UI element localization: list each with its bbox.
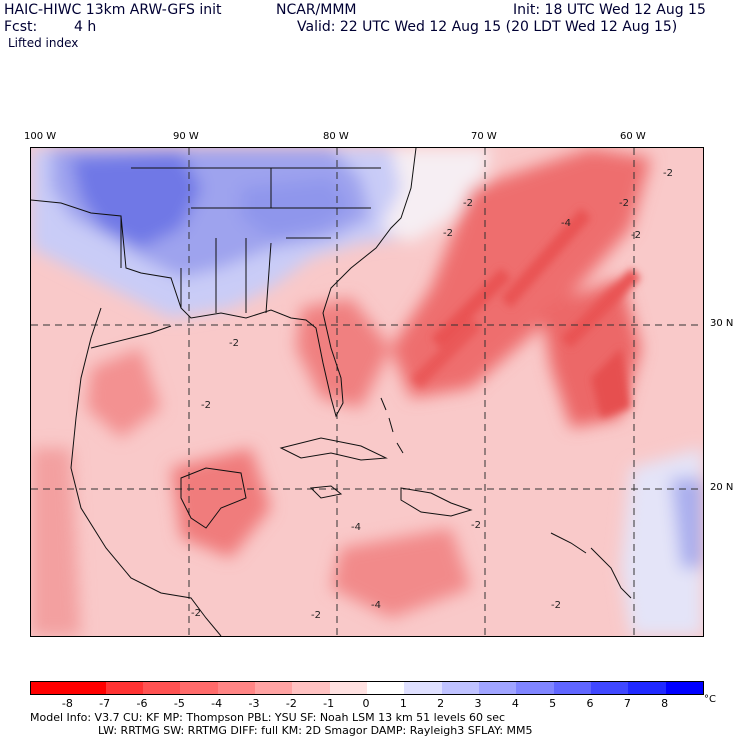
lon-label-60w: 60 W xyxy=(620,131,646,142)
contour-label: -2 xyxy=(663,168,673,179)
legend-tick-label: 5 xyxy=(549,697,557,710)
contour-label: -4 xyxy=(371,600,381,611)
legend-swatch xyxy=(516,682,555,694)
legend-swatch xyxy=(180,682,219,694)
contour-label: -2 xyxy=(631,230,641,241)
legend-tick-label: -6 xyxy=(136,697,148,710)
legend-tick-label: 3 xyxy=(474,697,482,710)
legend-swatch xyxy=(628,682,667,694)
model-info-line2: LW: RRTMG SW: RRTMG DIFF: full KM: 2D Sm… xyxy=(98,724,533,737)
legend-swatch xyxy=(367,682,405,694)
legend-swatch xyxy=(591,682,629,694)
legend-swatch xyxy=(292,682,331,694)
legend-swatch xyxy=(404,682,443,694)
legend-swatch xyxy=(329,682,368,694)
lon-label-100w: 100 W xyxy=(24,131,57,142)
streaks xyxy=(411,208,641,418)
contour-label: -2 xyxy=(619,198,629,209)
lat-lon-grid xyxy=(31,148,703,636)
legend-tick-label: -7 xyxy=(99,697,111,710)
contour-label: -2 xyxy=(311,610,321,621)
model-title: HAIC-HIWC 13km ARW-GFS init xyxy=(4,2,222,18)
legend-tick-label: -5 xyxy=(173,697,185,710)
legend-swatch xyxy=(255,682,293,694)
lon-label-80w: 80 W xyxy=(323,131,349,142)
fcst-label: Fcst: xyxy=(4,19,38,35)
contour-label: -4 xyxy=(351,522,361,533)
coastlines xyxy=(31,148,632,636)
legend-swatch xyxy=(553,682,592,694)
legend-tick-label: -1 xyxy=(323,697,335,710)
legend-tick-label: 4 xyxy=(511,697,519,710)
map-canvas: -2 -4 -2 -2 -2 -4 -2 -2 -2 -2 -2 -4 -2 -… xyxy=(31,148,703,636)
contour-label: -2 xyxy=(229,338,239,349)
legend-tick-label: 0 xyxy=(362,697,370,710)
legend-swatch xyxy=(479,682,517,694)
init-time: Init: 18 UTC Wed 12 Aug 15 xyxy=(513,2,706,18)
valid-time: Valid: 22 UTC Wed 12 Aug 15 (20 LDT Wed … xyxy=(297,19,678,35)
legend-swatch xyxy=(217,682,256,694)
legend-swatch xyxy=(31,682,69,694)
legend-tick-label: 2 xyxy=(437,697,445,710)
legend-tick-label: -2 xyxy=(285,697,297,710)
legend-tick-label: 8 xyxy=(661,697,669,710)
legend-tick-label: -8 xyxy=(61,697,73,710)
org-label: NCAR/MMM xyxy=(276,2,357,18)
field-name: Lifted index xyxy=(8,36,79,50)
contour-label: -2 xyxy=(551,600,561,611)
fcst-value: 4 h xyxy=(74,19,97,35)
lat-label-20n: 20 N xyxy=(710,482,734,493)
contour-label: -2 xyxy=(201,400,211,411)
lifted-index-map: -2 -4 -2 -2 -2 -4 -2 -2 -2 -2 -2 -4 -2 -… xyxy=(30,147,704,637)
legend-swatch xyxy=(441,682,480,694)
legend-swatch xyxy=(143,682,181,694)
legend-tick-label: 1 xyxy=(399,697,407,710)
color-scale-bar xyxy=(30,681,704,695)
legend-tick-label: -3 xyxy=(248,697,260,710)
field-shading xyxy=(31,148,703,636)
model-info-line1: Model Info: V3.7 CU: KF MP: Thompson PBL… xyxy=(30,711,506,724)
contour-label: -2 xyxy=(443,228,453,239)
lon-label-90w: 90 W xyxy=(173,131,199,142)
lat-label-30n: 30 N xyxy=(710,318,734,329)
lon-label-70w: 70 W xyxy=(471,131,497,142)
contour-label: -2 xyxy=(471,520,481,531)
legend-tick-label: 6 xyxy=(586,697,594,710)
contour-label: -4 xyxy=(561,218,571,229)
contour-label: -2 xyxy=(191,608,201,619)
legend-swatch xyxy=(105,682,144,694)
legend-unit: °C xyxy=(704,694,716,705)
contour-label: -2 xyxy=(463,198,473,209)
legend-swatch xyxy=(68,682,107,694)
legend-tick-label: -4 xyxy=(211,697,223,710)
legend-swatch xyxy=(665,682,704,694)
legend-tick-label: 7 xyxy=(623,697,631,710)
